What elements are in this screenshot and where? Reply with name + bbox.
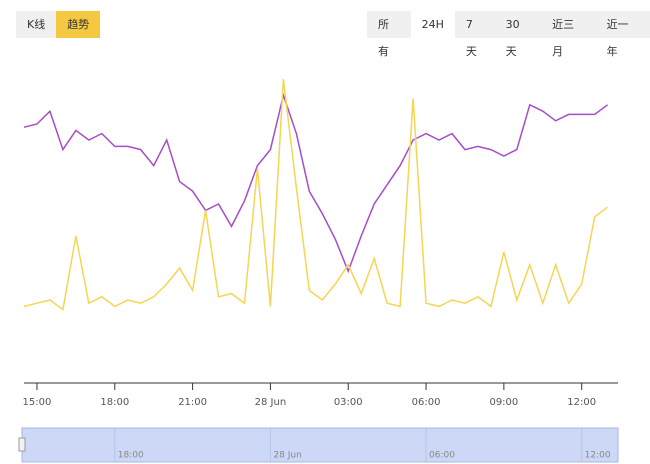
x-tick-label: 03:00 bbox=[334, 397, 363, 408]
button[interactable]: 近一年 bbox=[606, 18, 629, 58]
navigator-tick-label: 12:00 bbox=[585, 451, 611, 461]
range-selector: 所有 24H 7天 30天 近三月 近一年 bbox=[367, 11, 650, 58]
navigator-band bbox=[21, 427, 619, 463]
button[interactable]: 所有 bbox=[378, 18, 389, 58]
navigator-tick-label: 28 Jun bbox=[273, 451, 301, 461]
series-line bbox=[23, 79, 609, 311]
navigator-tick-label: 18:00 bbox=[118, 451, 144, 461]
x-tick-label: 28 Jun bbox=[255, 397, 287, 408]
navigator-handle[interactable] bbox=[18, 437, 26, 452]
x-tick-label: 21:00 bbox=[178, 397, 207, 408]
button[interactable]: 7天 bbox=[465, 18, 477, 58]
x-tick-label: 18:00 bbox=[100, 397, 129, 408]
button[interactable]: 24H bbox=[410, 11, 455, 38]
x-tick-label: 09:00 bbox=[489, 397, 518, 408]
view-toggle: K线 趋势 bbox=[16, 11, 101, 38]
x-tick-label: 12:00 bbox=[567, 397, 596, 408]
button[interactable]: 趋势 bbox=[56, 11, 101, 38]
navigator-tick-label: 06:00 bbox=[429, 451, 455, 461]
button[interactable]: 近三月 bbox=[552, 18, 575, 58]
x-tick-label: 15:00 bbox=[23, 397, 52, 408]
button[interactable]: 30天 bbox=[505, 18, 520, 58]
x-tick-label: 06:00 bbox=[412, 397, 441, 408]
button[interactable]: K线 bbox=[27, 18, 46, 31]
series-line bbox=[23, 92, 609, 274]
